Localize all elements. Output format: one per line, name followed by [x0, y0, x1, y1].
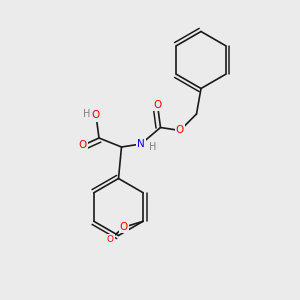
Text: O: O — [92, 110, 100, 121]
Text: O: O — [78, 140, 87, 151]
Text: O: O — [120, 222, 128, 232]
Text: H: H — [83, 109, 90, 119]
Text: H: H — [149, 142, 157, 152]
Text: O: O — [153, 100, 162, 110]
Text: O: O — [176, 125, 184, 136]
Text: N: N — [137, 139, 145, 149]
Text: O: O — [107, 235, 114, 244]
